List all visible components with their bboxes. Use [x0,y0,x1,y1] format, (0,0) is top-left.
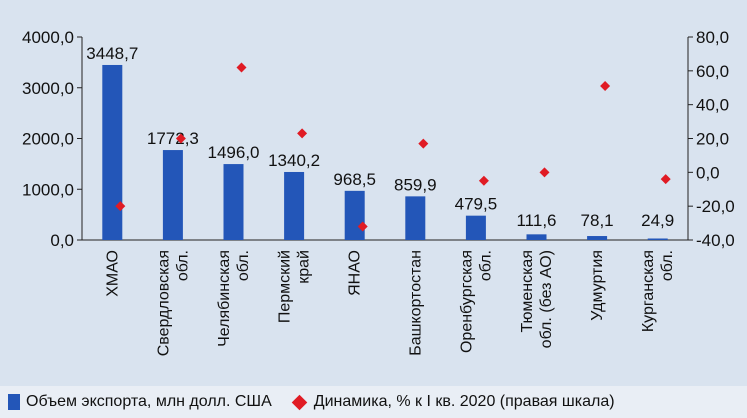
right-tick-label: 20,0 [696,130,729,149]
bar [405,196,426,240]
dynamics-marker [357,221,368,232]
right-tick-label: 0,0 [696,163,720,182]
legend-diamond-swatch [291,394,308,410]
category-label-line: Оренбургская [458,250,475,353]
category-label: ЯНАО [347,250,364,296]
bar [587,236,608,240]
category-label: Курганская обл. [640,250,676,332]
right-tick-label: 60,0 [696,62,729,81]
bar [102,64,123,240]
left-tick-label: 3000,0 [22,79,74,98]
category-label-line: Свердловская [155,250,172,356]
dynamics-marker [600,81,611,92]
right-tick-label: -40,0 [696,231,735,250]
bar-value-label: 24,9 [641,211,674,230]
category-label-line: Удмуртия [589,250,606,321]
category-label-line: ХМАО [104,250,121,297]
bar-value-label: 1340,2 [268,151,320,170]
dynamics-marker [236,62,247,73]
bar [344,190,365,240]
bar-value-label: 1772,3 [147,129,199,148]
right-tick-label: -20,0 [696,197,735,216]
category-label-line: Курганская [640,250,657,332]
dynamics-marker [297,128,308,139]
category-label-line: обл. [174,250,191,281]
legend: Объем экспорта, млн долл. США Динамика, … [0,386,747,418]
dynamics-marker [115,201,126,212]
dynamics-marker [175,133,186,144]
left-tick-label: 2000,0 [22,130,74,149]
category-label: ХМАО [104,250,121,297]
category-label: Башкортостан [407,250,424,356]
bar [465,215,486,240]
legend-item-markers: Динамика, % к I кв. 2020 (правая шкала) [280,393,615,411]
category-label-line: обл. [235,250,252,281]
legend-bar-swatch [8,394,20,410]
bar-value-label: 111,6 [516,211,556,230]
category-label-line: Тюменская [519,250,536,333]
category-label-line: обл. [659,250,676,281]
category-label-line: Пермский [277,250,294,323]
category-label: Оренбургская обл. [458,250,494,353]
dynamics-marker [478,175,489,186]
category-label-line: ЯНАО [347,250,364,296]
bar-value-label: 3448,7 [86,44,138,63]
bar-value-label: 78,1 [581,211,614,230]
bar [284,171,305,240]
category-label: Свердловская обл. [155,250,191,356]
bar [526,234,547,240]
legend-item-bars: Объем экспорта, млн долл. США [8,393,272,411]
legend-bar-label: Объем экспорта, млн долл. США [26,393,272,410]
category-label-line: Челябинская [216,250,233,347]
bar-value-label: 479,5 [455,195,498,214]
category-label: Тюменская обл. (без АО) [519,250,555,348]
dynamics-marker [539,167,550,178]
legend-marker-label: Динамика, % к I кв. 2020 (правая шкала) [313,393,615,410]
bar [223,164,244,240]
right-tick-label: 80,0 [696,28,729,47]
left-tick-label: 4000,0 [22,28,74,47]
category-label: Челябинская обл. [216,250,252,347]
left-tick-label: 1000,0 [22,180,74,199]
bar [647,238,668,240]
category-label-line: край [296,250,313,284]
dynamics-marker [418,138,429,149]
right-tick-label: 40,0 [696,96,729,115]
dynamics-marker [660,174,671,185]
category-label: Удмуртия [589,250,606,321]
bar-value-label: 1496,0 [208,143,260,162]
left-tick-label: 0,0 [50,231,74,250]
category-label-line: обл. [477,250,494,281]
bar-value-label: 968,5 [333,170,376,189]
bar [162,150,183,240]
category-label: Пермский край [277,250,313,323]
category-label-line: Башкортостан [407,250,424,356]
chart: 0,0 1000,0 2000,0 3000,0 4000,0 -40,0 -20,0 0,0… [22,28,735,356]
bar-value-label: 859,9 [394,175,437,194]
category-label-line: обл. (без АО) [538,250,555,348]
